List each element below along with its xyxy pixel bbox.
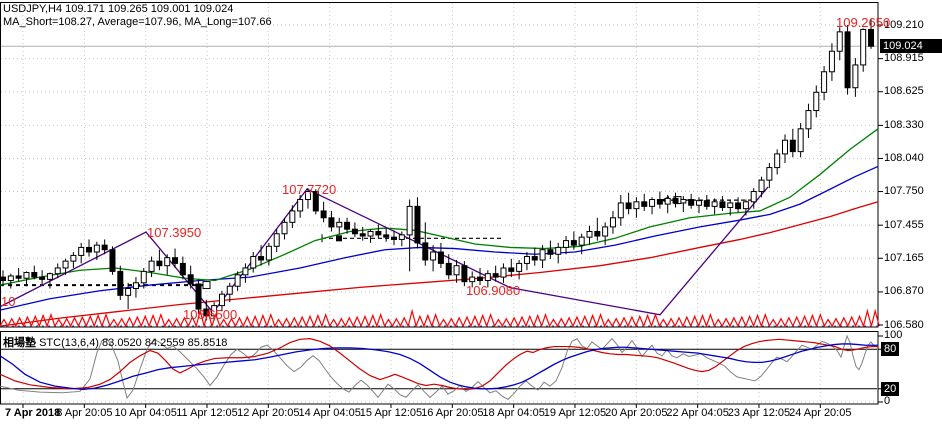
price-axis-label: 106.580 <box>884 318 924 331</box>
time-axis-label: 20 Apr 20:05 <box>605 407 668 419</box>
time-axis-label: 7 Apr 2018 <box>5 407 61 419</box>
indicator-params-values: STC(13,6,4) 83.0520 84.2559 85.8518 <box>39 337 228 349</box>
time-axis-label: 8 Apr 20:05 <box>56 407 113 419</box>
zigzag-trendline[interactable] <box>0 186 769 316</box>
price-axis-label: 108.625 <box>884 85 924 98</box>
moving-average-lines <box>0 128 879 327</box>
time-axis-label: 10 Apr 04:05 <box>114 407 177 419</box>
time-axis-label: 11 Apr 12:05 <box>176 407 238 419</box>
time-axis-label: 16 Apr 20:05 <box>421 407 484 419</box>
price-axis-label: 107.750 <box>884 185 924 197</box>
price-axis-label: 107.455 <box>884 218 924 231</box>
indicator-axis-label: 20 <box>881 381 900 396</box>
price-axis-label: 108.915 <box>884 52 924 65</box>
indicator-school-name: 相場塾 <box>3 337 36 349</box>
indicator-axis-label: 100 <box>884 329 903 341</box>
price-axis-label: 107.165 <box>884 251 924 264</box>
sawtooth-indicator <box>0 308 880 329</box>
time-axis-label: 23 Apr 12:05 <box>727 407 791 419</box>
time-axis-label: 15 Apr 12:05 <box>359 407 423 419</box>
price-axis-label: 108.330 <box>884 118 924 131</box>
zigzag-price-label: 107.7720 <box>282 182 337 197</box>
stochastic-lines <box>0 334 879 400</box>
indicator-axis-label: 80 <box>881 342 900 357</box>
time-axis-label: 18 Apr 04:05 <box>482 407 545 419</box>
indicator-label: 相場塾 STC(13,6,4) 83.0520 84.2559 85.8518 <box>3 334 227 350</box>
time-axis-label: 19 Apr 12:05 <box>543 407 607 419</box>
symbol-ohlc-header: USDJPY,H4 109.171 109.265 109.001 109.02… <box>3 3 234 15</box>
indicator-axis-label: 0 <box>884 395 891 407</box>
zigzag-price-label: 106.6500 <box>183 307 238 322</box>
time-axis-label: 14 Apr 04:05 <box>298 407 361 419</box>
zigzag-price-label: 10 <box>1 294 16 309</box>
price-axis-label: 108.040 <box>884 152 924 164</box>
time-axis-label: 22 Apr 04:05 <box>666 407 729 419</box>
zigzag-price-label: 109.2650 <box>836 15 891 30</box>
zigzag-price-label: 106.9080 <box>466 283 521 298</box>
price-axis-label: 106.870 <box>884 285 924 298</box>
price-axis-label: 109.210 <box>884 18 924 31</box>
time-axis-label: 24 Apr 20:05 <box>789 407 852 419</box>
zigzag-price-label: 107.3950 <box>147 225 202 240</box>
time-axis-label: 12 Apr 20:05 <box>237 407 300 419</box>
ma-values-header: MA_Short=108.27, Average=107.96, MA_Long… <box>3 16 272 28</box>
axis-ticks <box>22 24 883 408</box>
current-price-badge: 109.024 <box>880 39 942 53</box>
candlesticks <box>0 18 875 321</box>
